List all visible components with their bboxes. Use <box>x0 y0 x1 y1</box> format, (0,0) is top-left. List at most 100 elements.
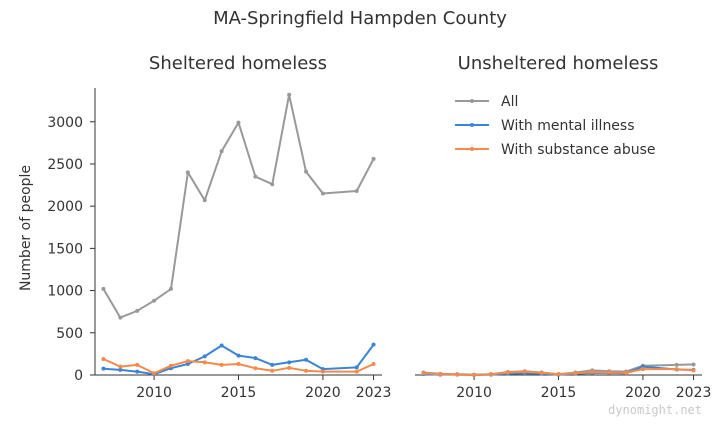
data-point <box>270 182 275 187</box>
data-point <box>219 149 224 154</box>
legend-label: With mental illness <box>501 118 635 134</box>
data-point <box>539 370 544 375</box>
x-tick-label: 2015 <box>541 385 577 401</box>
data-point <box>674 367 679 372</box>
data-point <box>354 365 359 370</box>
legend-marker <box>470 123 474 127</box>
data-point <box>590 370 595 375</box>
data-point <box>691 362 696 367</box>
legend-item-with-substance-abuse: With substance abuse <box>455 142 656 158</box>
data-point <box>236 362 241 367</box>
y-tick-label: 1000 <box>47 284 83 300</box>
data-point <box>202 198 207 203</box>
data-point <box>691 368 696 373</box>
data-point <box>253 356 258 361</box>
x-tick-label: 2023 <box>676 385 712 401</box>
data-point <box>202 360 207 365</box>
data-point <box>304 357 309 362</box>
data-point <box>185 170 190 175</box>
data-point <box>371 156 376 161</box>
x-tick-label: 2020 <box>305 385 341 401</box>
data-point <box>287 360 292 365</box>
legend-item-with-mental-illness: With mental illness <box>455 118 635 134</box>
data-point <box>640 367 645 372</box>
data-point <box>152 298 157 303</box>
data-point <box>101 366 106 371</box>
watermark: dynomight.net <box>608 403 702 417</box>
data-point <box>101 286 106 291</box>
data-point <box>219 343 224 348</box>
data-point <box>185 362 190 367</box>
data-point <box>101 356 106 361</box>
data-point <box>168 363 173 368</box>
data-point <box>624 370 629 375</box>
x-tick-label: 2020 <box>625 385 661 401</box>
data-point <box>152 371 157 376</box>
data-point <box>236 353 241 358</box>
series-line-with-substance-abuse <box>423 368 694 376</box>
panel-0: 2010 2015 2020 2023 0 500 1000 1500 2000 2500 3000 <box>47 88 391 401</box>
data-point <box>472 373 477 377</box>
panel-title-sheltered: Sheltered homeless <box>149 53 327 74</box>
data-point <box>354 188 359 193</box>
data-point <box>556 372 561 377</box>
data-point <box>287 92 292 97</box>
data-point <box>135 369 140 374</box>
x-tick-label: 2010 <box>136 385 172 401</box>
data-point <box>354 369 359 374</box>
x-tick-label: 2023 <box>356 385 392 401</box>
data-point <box>270 362 275 367</box>
data-point <box>118 367 123 372</box>
legend-item-all: All <box>455 94 518 110</box>
data-point <box>455 372 460 377</box>
x-tick-label: 2015 <box>221 385 257 401</box>
data-point <box>505 370 510 375</box>
plot-panels: 2010 2015 2020 2023 0 500 1000 1500 2000 2500 3000… <box>47 88 711 401</box>
data-point <box>371 342 376 347</box>
y-tick-label: 3000 <box>47 115 83 131</box>
series-line-with-substance-abuse <box>102 358 375 375</box>
panel-title-unsheltered: Unsheltered homeless <box>458 53 659 74</box>
data-point <box>488 372 493 377</box>
data-point <box>304 169 309 174</box>
data-point <box>371 362 376 367</box>
data-point <box>320 369 325 374</box>
y-tick-label: 500 <box>56 326 83 342</box>
data-point <box>185 359 190 364</box>
data-point <box>253 174 258 179</box>
data-point <box>118 364 123 369</box>
data-point <box>522 369 527 374</box>
data-point <box>219 362 224 367</box>
data-point <box>253 366 258 371</box>
chart-title: MA-Springfield Hampden County <box>213 8 507 29</box>
data-point <box>287 365 292 370</box>
legend-marker <box>470 147 474 151</box>
data-point <box>135 362 140 367</box>
x-tick-label: 2010 <box>456 385 492 401</box>
data-point <box>118 315 123 320</box>
y-tick-label: 1500 <box>47 241 83 257</box>
data-point <box>168 286 173 291</box>
data-point <box>202 354 207 359</box>
data-point <box>674 362 679 367</box>
data-point <box>607 370 612 375</box>
data-point <box>573 371 578 376</box>
data-point <box>270 368 275 373</box>
data-point <box>304 368 309 373</box>
legend-label: With substance abuse <box>501 142 656 158</box>
y-axis-label: Number of people <box>18 165 34 291</box>
y-tick-label: 0 <box>74 368 83 384</box>
data-point <box>236 120 241 125</box>
y-tick-label: 2500 <box>47 157 83 173</box>
data-point <box>135 308 140 313</box>
legend-label: All <box>501 94 518 110</box>
data-point <box>320 191 325 196</box>
series-line-all <box>102 93 375 319</box>
legend-marker <box>470 99 474 103</box>
series-line-with-mental-illness <box>103 344 375 376</box>
panel-1: 2010 2015 2020 2023 <box>415 362 711 401</box>
legend: All With mental illness With substance abu… <box>455 94 656 158</box>
data-point <box>438 372 443 377</box>
y-tick-label: 2000 <box>47 199 83 215</box>
